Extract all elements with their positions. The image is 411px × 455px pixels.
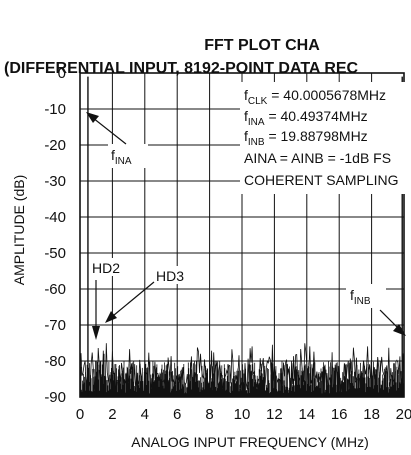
label-finb: fINB (350, 287, 371, 307)
y-tick-label: -50 (44, 245, 66, 262)
x-axis-label: ANALOG INPUT FREQUENCY (MHz) (131, 434, 369, 450)
arrow-finb-head (393, 324, 406, 336)
arrow-hd2-head (92, 326, 100, 340)
fina-label-bg (108, 144, 148, 168)
plot-frame (79, 72, 405, 398)
y-tick-label: -30 (44, 173, 66, 190)
annotation-fina: fINA = 40.49374MHz (244, 108, 368, 128)
x-tick-label: 18 (363, 406, 380, 423)
x-tick-label: 14 (298, 406, 315, 423)
x-tick-label: 0 (76, 406, 84, 423)
x-tick-label: 20 (396, 406, 411, 423)
annotation-coherent: COHERENT SAMPLING (244, 172, 399, 188)
label-hd2: HD2 (92, 260, 120, 276)
x-tick-label: 10 (234, 406, 251, 423)
annotation-fclk: fCLK = 40.0005678MHz (244, 87, 386, 107)
y-tick-label: -80 (44, 353, 66, 370)
y-axis-label: AMPLITUDE (dB) (11, 175, 27, 285)
x-tick-label: 16 (331, 406, 348, 423)
y-tick-label: -10 (44, 101, 66, 118)
x-tick-label: 6 (173, 406, 181, 423)
x-tick-label: 12 (266, 406, 283, 423)
y-tick-label: -70 (44, 317, 66, 334)
hd2-label-bg (90, 258, 124, 276)
chart-title: FFT PLOT CHA (204, 37, 320, 54)
x-tick-label: 8 (205, 406, 213, 423)
y-tick-label: 0 (58, 65, 66, 82)
arrow-hd3 (107, 281, 155, 321)
arrow-fina-head (86, 112, 99, 123)
y-tick-label: -40 (44, 209, 66, 226)
x-tick-label: 2 (108, 406, 116, 423)
finb-label-bg (346, 284, 386, 308)
x-tick-label: 4 (141, 406, 149, 423)
y-tick-label: -90 (44, 389, 66, 406)
label-fina: fINA (111, 147, 132, 167)
annotation-aina: AINA = AINB = -1dB FS (244, 150, 391, 166)
y-tick-label: -20 (44, 137, 66, 154)
x-axis-ticks: 0 2 4 6 8 10 12 14 16 18 20 (76, 406, 411, 423)
y-axis-ticks: 0 -10 -20 -30 -40 -50 -60 -70 -80 -90 (44, 65, 66, 406)
y-tick-label: -60 (44, 281, 66, 298)
noise-floor-series (79, 343, 405, 397)
hd3-label-bg (154, 266, 188, 284)
label-hd3: HD3 (156, 268, 184, 284)
annotation-finb: fINB = 19.88798MHz (244, 128, 368, 148)
arrow-hd3-head (105, 311, 117, 323)
annotation-box (240, 82, 408, 194)
